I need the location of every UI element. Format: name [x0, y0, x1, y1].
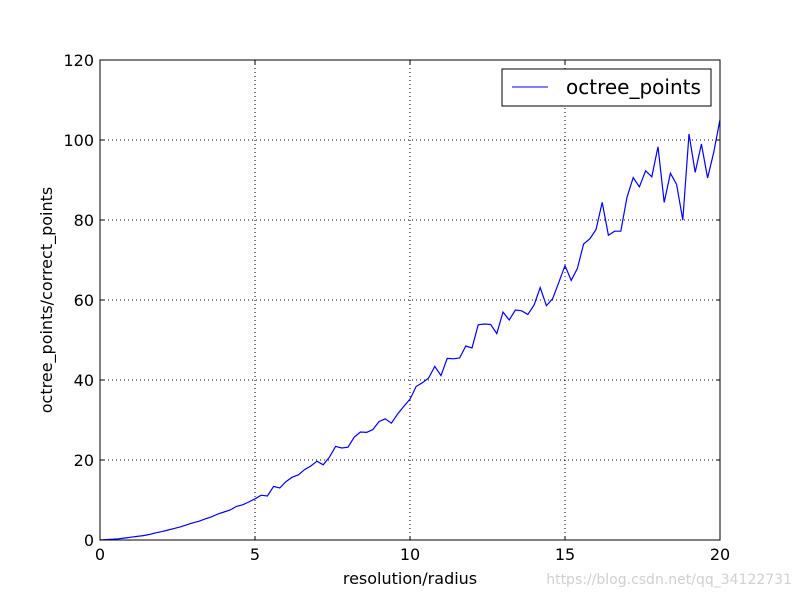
- y-tick-label: 120: [63, 51, 94, 70]
- x-tick-label: 10: [400, 545, 420, 564]
- x-tick-label: 0: [95, 545, 105, 564]
- x-tick-label: 20: [710, 545, 730, 564]
- watermark: https://blog.csdn.net/qq_34122731: [546, 572, 792, 588]
- y-axis-label: octree_points/correct_points: [37, 187, 57, 413]
- y-tick-label: 20: [74, 451, 94, 470]
- y-tick-label: 80: [74, 211, 94, 230]
- legend-entry-octree-points: octree_points: [566, 75, 701, 99]
- y-tick-label: 0: [84, 531, 94, 550]
- y-tick-label: 40: [74, 371, 94, 390]
- y-tick-label: 60: [74, 291, 94, 310]
- x-axis-label: resolution/radius: [343, 569, 477, 588]
- legend-box: [501, 68, 712, 107]
- y-tick-label: 100: [63, 131, 94, 150]
- series-layer: [99, 119, 721, 541]
- series-line-octree-points: [99, 119, 721, 541]
- x-tick-label: 15: [555, 545, 575, 564]
- legend: octree_points: [501, 68, 712, 107]
- tick-labels: 0 5 10 15 20 0 20 40 60 80 100 120: [63, 51, 730, 564]
- x-tick-label: 5: [250, 545, 260, 564]
- plot-frame: [99, 59, 721, 541]
- grid-lines: [99, 59, 721, 541]
